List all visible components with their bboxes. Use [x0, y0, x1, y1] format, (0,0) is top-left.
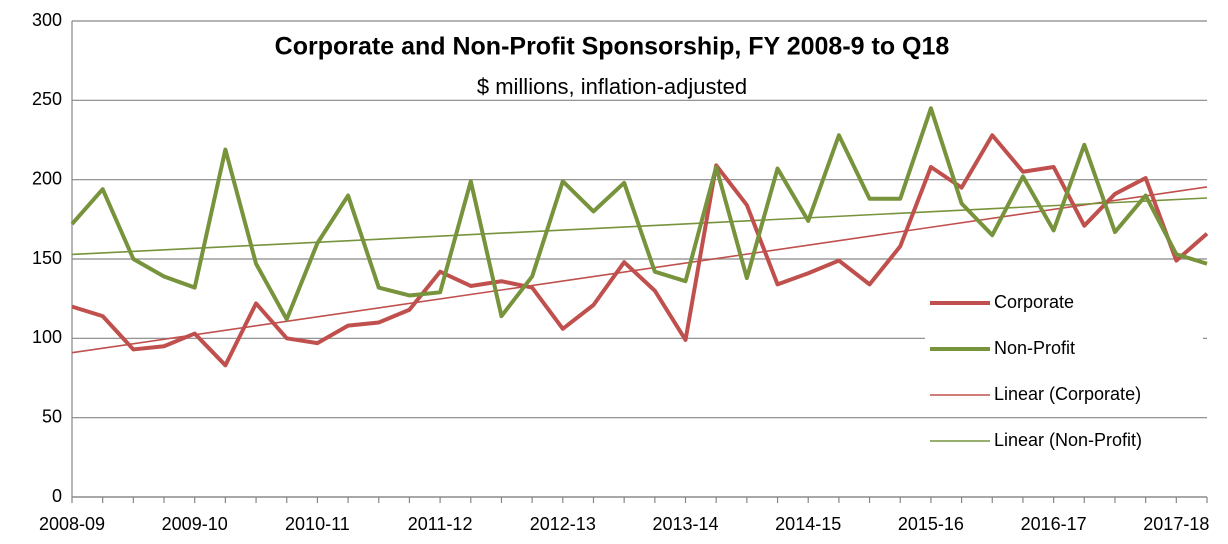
- legend-label: Linear (Corporate): [994, 384, 1141, 404]
- series-line: [71, 133, 1209, 368]
- x-tick-label: 2014-15: [775, 514, 841, 534]
- trend-line: [71, 186, 1208, 354]
- x-tick-label: 2008-09: [39, 514, 105, 534]
- y-tick-label: 150: [32, 248, 62, 268]
- chart-subtitle: $ millions, inflation-adjusted: [477, 74, 747, 99]
- legend-label: Corporate: [994, 292, 1074, 312]
- x-tick-label: 2013-14: [652, 514, 718, 534]
- y-tick-label: 50: [42, 406, 62, 426]
- y-tick-label: 100: [32, 327, 62, 347]
- x-tick-label: 2016-17: [1021, 514, 1087, 534]
- legend-label: Linear (Non-Profit): [994, 430, 1142, 450]
- y-tick-label: 300: [32, 10, 62, 30]
- y-tick-label: 250: [32, 89, 62, 109]
- chart-title: Corporate and Non-Profit Sponsorship, FY…: [275, 33, 950, 61]
- legend-label: Non-Profit: [994, 338, 1075, 358]
- x-tick-label: 2015-16: [898, 514, 964, 534]
- x-tick-label: 2009-10: [162, 514, 228, 534]
- x-tick-label: 2010-11: [285, 514, 350, 534]
- y-tick-label: 200: [32, 168, 62, 188]
- x-tick-label: 2017-18: [1143, 514, 1209, 534]
- series-line: [70, 106, 1208, 322]
- x-tick-label: 2012-13: [530, 514, 596, 534]
- y-tick-label: 0: [52, 486, 62, 506]
- grid: [72, 20, 1207, 498]
- x-tick-label: 2011-12: [408, 514, 473, 534]
